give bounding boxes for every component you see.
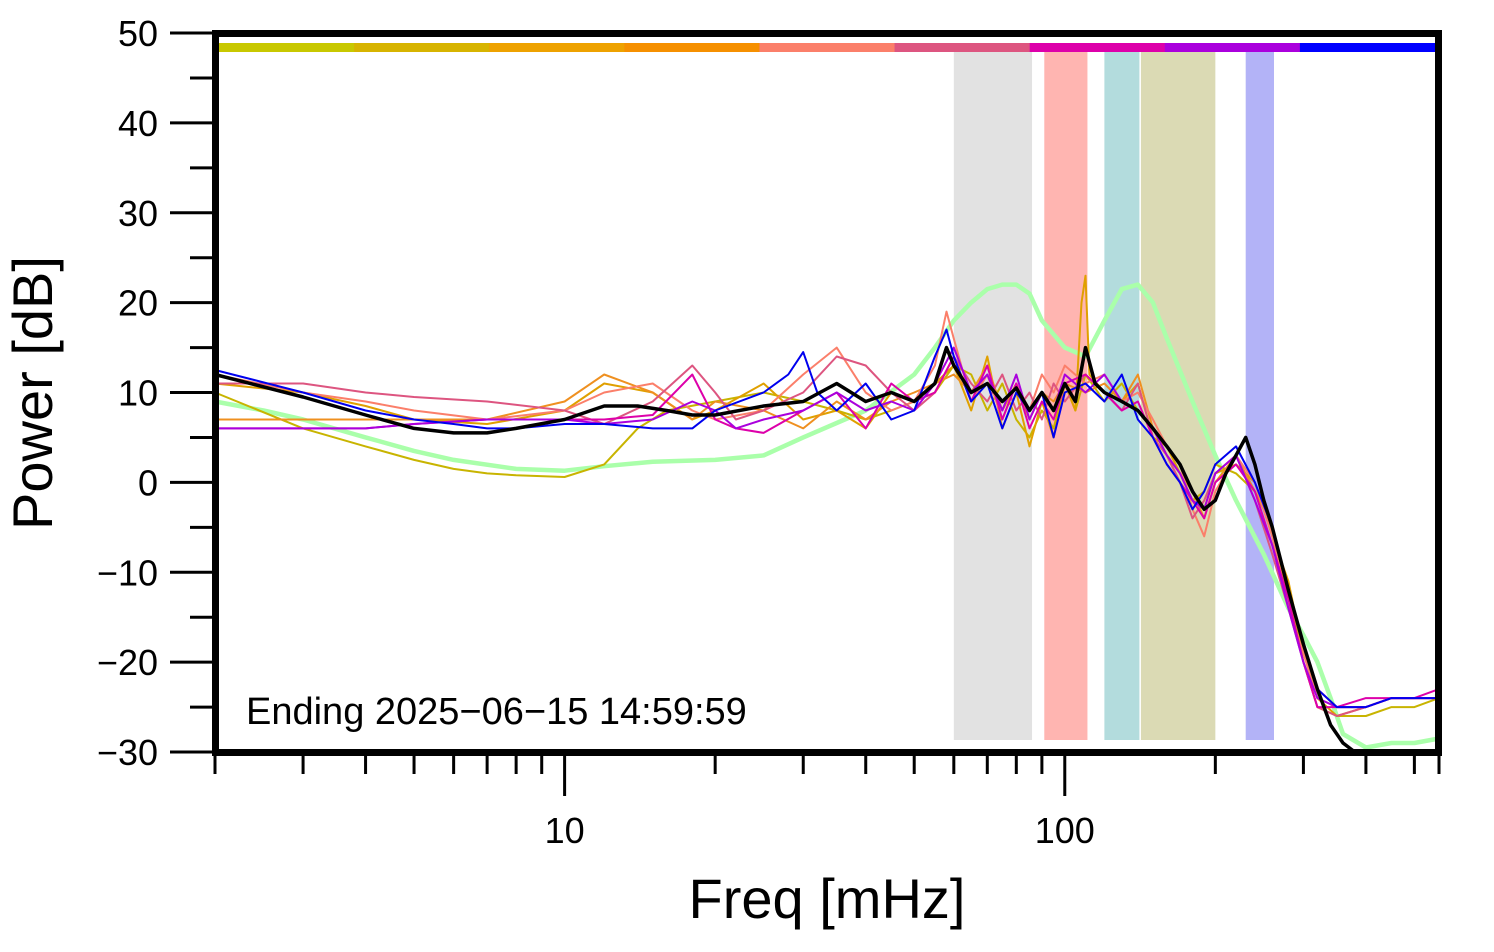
color-bar-segment-2 <box>354 43 490 52</box>
color-scale-bar <box>219 43 1436 52</box>
color-bar-segment-5 <box>759 43 896 52</box>
color-bar-segment-8 <box>1164 43 1301 52</box>
y-tick-label: 20 <box>118 283 158 324</box>
series-line-5 <box>214 310 1440 709</box>
series-line-1 <box>212 282 1442 750</box>
y-tick-label: −30 <box>97 732 158 773</box>
band-5 <box>1245 52 1274 740</box>
y-tick-label: 50 <box>118 13 158 54</box>
y-tick-label: −10 <box>97 552 158 593</box>
series-line-8 <box>214 346 1440 709</box>
color-bar-segment-4 <box>624 43 760 52</box>
y-axis-title: Power [dB] <box>1 256 64 530</box>
x-tick-labels: 10 100 <box>545 810 1095 851</box>
color-bar-segment-9 <box>1299 43 1436 52</box>
series-lines <box>212 274 1442 754</box>
y-tick-label: −20 <box>97 642 158 683</box>
series-line-10 <box>213 345 1357 754</box>
y-tick-label: 10 <box>118 373 158 414</box>
band-4 <box>1140 52 1216 740</box>
x-axis-title: Freq [mHz] <box>689 867 966 930</box>
band-2 <box>1044 52 1088 740</box>
plot-frame <box>212 30 1442 756</box>
x-tick-label: 100 <box>1035 810 1095 851</box>
color-bar-segment-3 <box>489 43 625 52</box>
color-bar-segment-7 <box>1029 43 1166 52</box>
y-tick-label: 40 <box>118 103 158 144</box>
date-annotation: Ending 2025−06−15 14:59:59 <box>246 691 747 733</box>
y-tick-label: 30 <box>118 193 158 234</box>
y-tick-labels: 50 40 30 20 10 0 −10 −20 −30 <box>97 13 158 773</box>
color-bar-segment-1 <box>219 43 355 52</box>
x-tick-label: 10 <box>545 810 585 851</box>
y-tick-label: 0 <box>138 462 158 503</box>
color-bar-segment-6 <box>894 43 1031 52</box>
